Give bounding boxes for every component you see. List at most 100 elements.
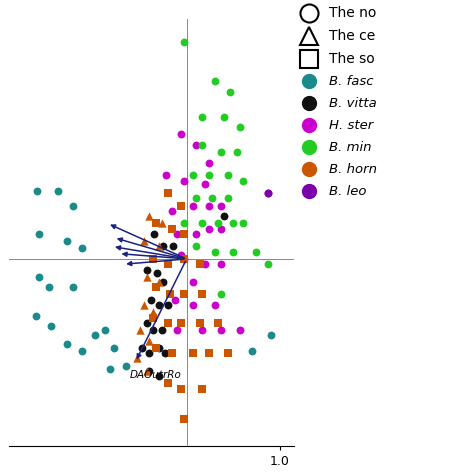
- Point: [199, 326, 206, 334]
- Point: [159, 219, 166, 227]
- Point: [169, 243, 176, 250]
- Point: [164, 319, 172, 327]
- Point: [69, 202, 77, 210]
- Point: [177, 319, 185, 327]
- Point: [177, 202, 185, 210]
- Point: [196, 261, 203, 268]
- Point: [205, 202, 213, 210]
- Point: [199, 141, 206, 149]
- Point: [140, 301, 147, 309]
- Point: [227, 88, 234, 96]
- Point: [140, 237, 147, 245]
- Point: [64, 340, 71, 348]
- Point: [224, 195, 231, 202]
- Point: [180, 38, 188, 46]
- Point: [192, 141, 200, 149]
- Point: [236, 326, 244, 334]
- Point: [196, 319, 203, 327]
- Point: [218, 148, 225, 156]
- Point: [180, 291, 188, 298]
- Point: [236, 124, 244, 131]
- Point: [155, 301, 163, 309]
- Point: [160, 278, 167, 286]
- Point: [190, 349, 197, 357]
- Point: [211, 77, 219, 85]
- Point: [218, 225, 225, 233]
- Point: [36, 273, 43, 281]
- Point: [205, 172, 213, 179]
- Point: [106, 365, 114, 373]
- Legend: The no, The ce, The so, B. fasc, B. vitta, H. ster, B. min, B. horn, B. leo: The no, The ce, The so, B. fasc, B. vitt…: [296, 6, 377, 198]
- Point: [152, 344, 160, 352]
- Point: [155, 344, 163, 352]
- Point: [201, 261, 209, 268]
- Point: [168, 207, 175, 215]
- Point: [233, 148, 241, 156]
- Point: [239, 177, 246, 184]
- Point: [144, 319, 151, 327]
- Point: [248, 347, 255, 355]
- Point: [215, 319, 222, 327]
- Point: [229, 219, 237, 227]
- Point: [190, 172, 197, 179]
- Point: [199, 113, 206, 120]
- Point: [147, 296, 155, 304]
- Point: [208, 195, 216, 202]
- Point: [146, 349, 153, 357]
- Point: [54, 188, 62, 195]
- Point: [252, 248, 259, 255]
- Point: [218, 202, 225, 210]
- Point: [220, 113, 228, 120]
- Point: [168, 349, 175, 357]
- Point: [173, 230, 181, 238]
- Point: [190, 202, 197, 210]
- Point: [190, 278, 197, 286]
- Point: [239, 219, 246, 227]
- Point: [164, 380, 172, 387]
- Point: [205, 225, 213, 233]
- Point: [218, 261, 225, 268]
- Point: [177, 252, 185, 259]
- Point: [205, 159, 213, 167]
- Point: [146, 337, 153, 345]
- Point: [224, 172, 231, 179]
- Point: [199, 219, 206, 227]
- Point: [155, 373, 163, 380]
- Point: [215, 219, 222, 227]
- Point: [149, 326, 157, 334]
- Point: [164, 190, 172, 197]
- Point: [180, 177, 188, 184]
- Point: [149, 309, 157, 316]
- Point: [153, 269, 161, 277]
- Point: [199, 291, 206, 298]
- Point: [159, 326, 166, 334]
- Point: [201, 181, 209, 188]
- Point: [220, 212, 228, 220]
- Point: [78, 245, 86, 252]
- Point: [229, 248, 237, 255]
- Point: [218, 291, 225, 298]
- Point: [45, 283, 53, 291]
- Point: [164, 301, 172, 309]
- Point: [190, 301, 197, 309]
- Point: [205, 349, 213, 357]
- Point: [78, 347, 86, 355]
- Point: [91, 332, 99, 339]
- Point: [192, 230, 200, 238]
- Point: [267, 332, 274, 339]
- Point: [173, 326, 181, 334]
- Point: [164, 261, 172, 268]
- Point: [224, 349, 231, 357]
- Point: [149, 314, 157, 321]
- Point: [171, 296, 178, 304]
- Point: [146, 212, 153, 220]
- Point: [160, 243, 167, 250]
- Point: [110, 344, 118, 352]
- Point: [180, 219, 188, 227]
- Point: [155, 278, 163, 286]
- Point: [146, 367, 153, 374]
- Point: [211, 248, 219, 255]
- Point: [180, 415, 188, 423]
- Point: [180, 255, 188, 263]
- Point: [122, 362, 130, 369]
